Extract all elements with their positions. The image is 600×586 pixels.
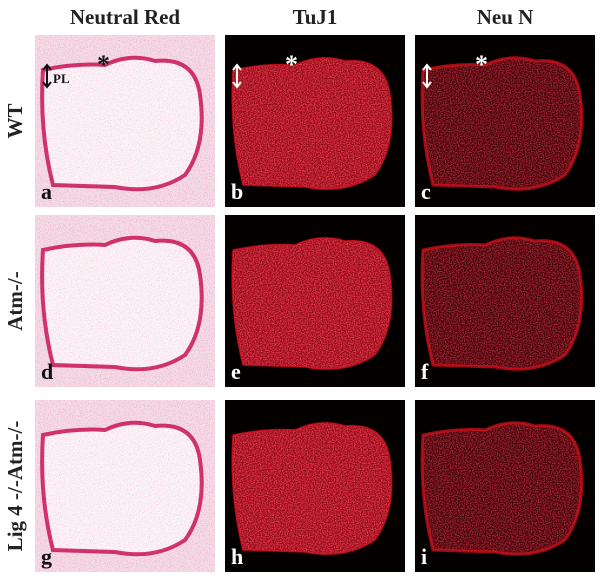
panel-letter: d: [41, 359, 53, 384]
tissue-texture: [42, 422, 202, 555]
asterisk: *: [285, 50, 298, 79]
panel: i: [415, 400, 595, 572]
layer-label: PL: [53, 71, 70, 86]
column-header: TuJ1: [293, 5, 338, 29]
row-label: WT: [3, 103, 27, 138]
double-arrow: [422, 63, 432, 89]
double-arrow: [232, 63, 242, 89]
panel-letter: f: [421, 359, 429, 384]
tissue-texture: [232, 237, 392, 370]
column-header: Neu N: [477, 5, 534, 29]
panel-letter: e: [231, 359, 241, 384]
panel-letter: a: [41, 179, 52, 204]
tissue-texture: [232, 422, 392, 555]
tissue-texture: [422, 422, 582, 555]
panel-letter: b: [231, 179, 243, 204]
edge: [231, 57, 393, 190]
panel: c*: [415, 35, 595, 207]
panel: g: [35, 400, 215, 572]
tissue-texture: [422, 57, 582, 190]
asterisk: *: [97, 50, 110, 79]
double-arrow: [42, 63, 52, 89]
panel-letter: g: [41, 544, 52, 569]
edge: [420, 56, 584, 191]
panel-letter: h: [231, 544, 243, 569]
panel: b*: [225, 35, 405, 207]
panel: d: [35, 215, 215, 387]
tissue-texture: [42, 57, 202, 190]
edge: [420, 421, 584, 556]
edge: [231, 422, 393, 555]
asterisk: *: [475, 50, 488, 79]
panel: h: [225, 400, 405, 572]
tissue-texture: [42, 237, 202, 370]
edge: [231, 237, 393, 370]
column-header: Neutral Red: [70, 5, 181, 29]
tissue-texture: [422, 237, 582, 370]
panel: a * PL: [35, 35, 215, 207]
edge: [420, 236, 584, 371]
row-label: Lig 4 -/-Atm-/-: [3, 421, 27, 552]
panel: e: [225, 215, 405, 387]
panel-letter: c: [421, 179, 431, 204]
panel-letter: i: [421, 544, 427, 569]
tissue-texture: [232, 57, 392, 190]
row-label: Atm-/-: [3, 271, 27, 330]
panel: f: [415, 215, 595, 387]
